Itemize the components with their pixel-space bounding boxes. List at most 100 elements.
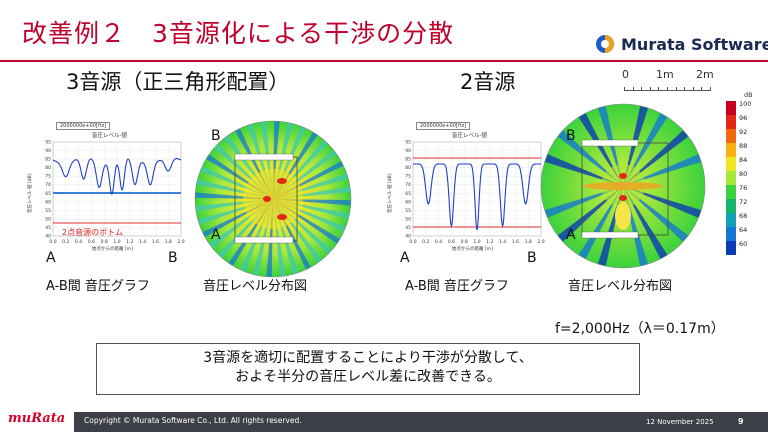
colorbar-segment xyxy=(726,185,736,199)
colorbar-label: 72 xyxy=(739,198,748,206)
left-graph-point-b: B xyxy=(168,250,178,266)
x-tick-label: 0.0 xyxy=(49,239,56,245)
right-graph-point-b: B xyxy=(527,250,537,266)
colorbar-scale xyxy=(726,101,736,255)
y-tick-label: 95 xyxy=(405,140,411,146)
interference-ray xyxy=(541,149,623,186)
pressure-curve xyxy=(52,158,182,196)
interference-ray xyxy=(541,186,623,223)
scale-label-2m: 2m xyxy=(696,68,714,81)
globe-icon xyxy=(596,35,614,53)
y-tick-label: 65 xyxy=(405,191,411,197)
y-tick-label: 65 xyxy=(45,191,51,197)
right-section-header: 2音源 xyxy=(460,70,516,94)
x-tick-label: 0.2 xyxy=(62,239,69,245)
colorbar-segment xyxy=(726,171,736,185)
x-tick-label: 0.6 xyxy=(88,239,95,245)
colorbar-label: 76 xyxy=(739,184,748,192)
y-tick-label: 75 xyxy=(45,174,51,180)
right-map-caption: 音圧レベル分布図 xyxy=(568,279,673,294)
colorbar-segment xyxy=(726,129,736,143)
y-tick-label: 45 xyxy=(45,225,51,231)
y-tick-label: 70 xyxy=(45,182,51,188)
x-tick-label: 0.8 xyxy=(461,239,468,245)
x-tick-label: 1.4 xyxy=(139,239,146,245)
y-tick-label: 55 xyxy=(45,208,51,214)
colorbar-segment xyxy=(726,199,736,213)
colorbar-label: 80 xyxy=(739,170,748,178)
frequency-note: f=2,000Hz（λ＝0.17m） xyxy=(555,321,725,337)
left-graph-point-a: A xyxy=(46,250,56,266)
x-tick-label: 1.0 xyxy=(113,239,120,245)
colorbar-label: 100 xyxy=(739,100,752,108)
x-tick-label: 1.4 xyxy=(499,239,506,245)
graph-title: 音圧レベル-値 xyxy=(452,133,487,139)
pressure-curve xyxy=(413,163,541,231)
graph-xlabel: 始点からの距離 [m] xyxy=(452,247,493,252)
graph-plot-area: 95 90 85 80 75 70 65 60 55 50 45 40 0.0 0.2 0.4 0.6 0.8… xyxy=(405,140,544,246)
conclusion-line-2: およそ半分の音圧レベル差に改善できる。 xyxy=(235,369,501,385)
interference-ray xyxy=(623,104,653,186)
right-map-point-a: A xyxy=(566,227,576,243)
y-tick-label: 50 xyxy=(405,216,411,222)
x-tick-label: 0.2 xyxy=(422,239,429,245)
left-map-point-a: A xyxy=(211,227,221,243)
left-pressure-graph: 2000000e+00[Hz] 音圧レベル-値 音圧レベル-値 [dB] 95 9… xyxy=(28,118,186,253)
x-tick-label: 1.6 xyxy=(152,239,159,245)
x-tick-label: 1.2 xyxy=(486,239,493,245)
footer-bar xyxy=(74,412,768,432)
scale-label-1m: 1m xyxy=(656,68,674,81)
interference-ray xyxy=(623,186,699,251)
y-tick-label: 85 xyxy=(45,157,51,163)
x-tick-label: 0.6 xyxy=(448,239,455,245)
graph-plot-area: 95 90 85 80 75 70 65 60 55 50 45 40 0.0 0.2 0.4 0.6 0.8… xyxy=(45,140,184,246)
y-tick-label: 60 xyxy=(45,199,51,205)
y-tick-label: 85 xyxy=(405,157,411,163)
colorbar-label: 60 xyxy=(739,240,748,248)
title-divider xyxy=(0,60,768,62)
y-tick-label: 40 xyxy=(405,234,411,240)
scale-bar: 0 1m 2m xyxy=(622,68,714,96)
left-graph-caption: A-B間 音圧グラフ xyxy=(46,279,150,294)
colorbar-label: 88 xyxy=(739,142,748,150)
bottom-annotation: 2点音源のボトム xyxy=(62,228,124,237)
x-tick-label: 0.8 xyxy=(101,239,108,245)
graph-xlabel: 始点からの距離 [m] xyxy=(92,247,133,252)
interference-ray xyxy=(571,186,623,268)
interference-ray xyxy=(623,186,675,268)
x-tick-label: 0.4 xyxy=(435,239,442,245)
interference-ray xyxy=(623,121,699,186)
y-tick-label: 90 xyxy=(405,148,411,154)
right-map-point-b: B xyxy=(566,128,576,144)
left-section-header: 3音源（正三角形配置） xyxy=(66,70,290,94)
left-map-point-b: B xyxy=(211,128,221,144)
y-tick-label: 60 xyxy=(405,199,411,205)
interference-ray xyxy=(547,121,623,186)
graph-legend: 2000000e+00[Hz] xyxy=(416,122,471,130)
scale-label-0: 0 xyxy=(622,68,629,81)
right-graph-caption: A-B間 音圧グラフ xyxy=(405,279,509,294)
colorbar-segment xyxy=(726,115,736,129)
colorbar-segment xyxy=(726,241,736,255)
colorbar-label: 68 xyxy=(739,212,748,220)
colorbar-label: 96 xyxy=(739,114,748,122)
right-pressure-graph: 2000000e+00[Hz] 音圧レベル-値 音圧レベル-値 [dB] 95 9… xyxy=(388,118,546,253)
logo-text: Murata Software xyxy=(621,34,768,54)
murata-logo: muRata xyxy=(8,411,66,426)
graph-title: 音圧レベル-値 xyxy=(92,133,127,139)
right-sound-map xyxy=(540,103,706,269)
interference-ray xyxy=(593,104,623,186)
left-map-caption: 音圧レベル分布図 xyxy=(203,279,308,294)
left-sound-map xyxy=(194,120,352,278)
page-number: 9 xyxy=(738,417,744,426)
colorbar-label: 84 xyxy=(739,156,748,164)
copyright-text: Copyright © Murata Software Co., Ltd. Al… xyxy=(84,416,302,425)
colorbar-label: 92 xyxy=(739,128,748,136)
y-tick-label: 75 xyxy=(405,174,411,180)
slide-title: 改善例２ 3音源化による干渉の分散 xyxy=(22,19,455,48)
y-tick-label: 40 xyxy=(45,234,51,240)
graph-ylabel: 音圧レベル-値 [dB] xyxy=(28,173,33,213)
graph-legend: 2000000e+00[Hz] xyxy=(56,122,111,130)
colorbar-segment xyxy=(726,143,736,157)
x-tick-label: 2.0 xyxy=(537,239,544,245)
